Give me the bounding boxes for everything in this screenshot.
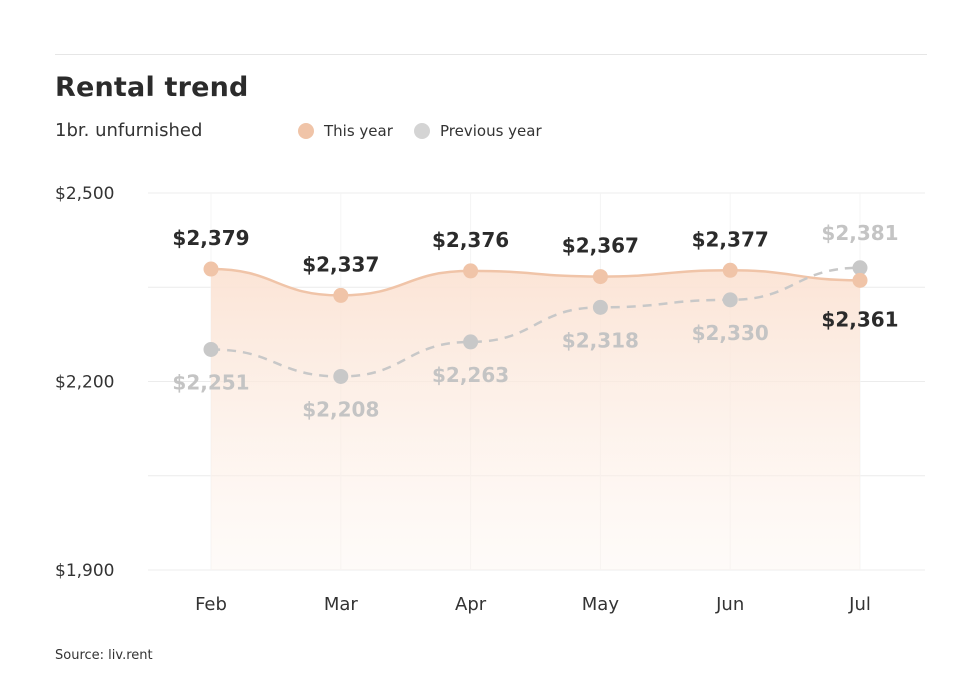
x-tick-label: Jun: [715, 594, 744, 615]
chart-subtitle: 1br. unfurnished: [55, 120, 203, 141]
this-year-point: [592, 269, 608, 285]
x-tick-label: Apr: [455, 594, 487, 615]
this-year-data-label: $2,379: [172, 226, 249, 250]
this-year-point: [463, 263, 479, 279]
previous-year-point: [203, 341, 219, 357]
legend-label-this-year: This year: [324, 122, 393, 140]
previous-year-point: [722, 292, 738, 308]
x-tick-label: Jul: [848, 594, 871, 615]
legend-item-this-year: This year: [298, 122, 393, 140]
chart-title: Rental trend: [55, 72, 249, 103]
x-tick-label: Mar: [324, 594, 359, 615]
previous-year-data-label: $2,208: [302, 397, 379, 421]
y-tick-label: $2,500: [55, 184, 114, 204]
top-divider: [55, 54, 927, 55]
this-year-data-label: $2,377: [692, 227, 769, 251]
previous-year-data-label: $2,251: [172, 370, 249, 394]
previous-year-data-label: $2,263: [432, 363, 509, 387]
legend-item-previous-year: Previous year: [414, 122, 542, 140]
previous-year-data-label: $2,330: [692, 321, 769, 345]
y-tick-label: $1,900: [55, 561, 114, 581]
x-tick-label: May: [582, 594, 620, 615]
this-year-data-label: $2,337: [302, 252, 379, 276]
this-year-data-label: $2,361: [821, 307, 898, 331]
previous-year-point: [333, 368, 349, 384]
this-year-point: [333, 287, 349, 303]
previous-year-point: [592, 299, 608, 315]
legend-swatch-previous-year: [414, 123, 430, 139]
this-year-point: [203, 261, 219, 277]
this-year-point: [852, 272, 868, 288]
this-year-point: [722, 262, 738, 278]
previous-year-data-label: $2,318: [562, 328, 639, 352]
this-year-data-label: $2,367: [562, 234, 639, 258]
this-year-area: [211, 269, 860, 570]
x-tick-label: Feb: [195, 594, 227, 615]
y-tick-label: $2,200: [55, 373, 114, 393]
source-note: Source: liv.rent: [55, 648, 153, 663]
previous-year-point: [852, 260, 868, 276]
legend-swatch-this-year: [298, 123, 314, 139]
previous-year-point: [463, 334, 479, 350]
this-year-data-label: $2,376: [432, 228, 509, 252]
this-year-line: [210, 267, 861, 297]
previous-year-data-label: $2,381: [821, 221, 898, 245]
legend-label-previous-year: Previous year: [440, 122, 542, 140]
